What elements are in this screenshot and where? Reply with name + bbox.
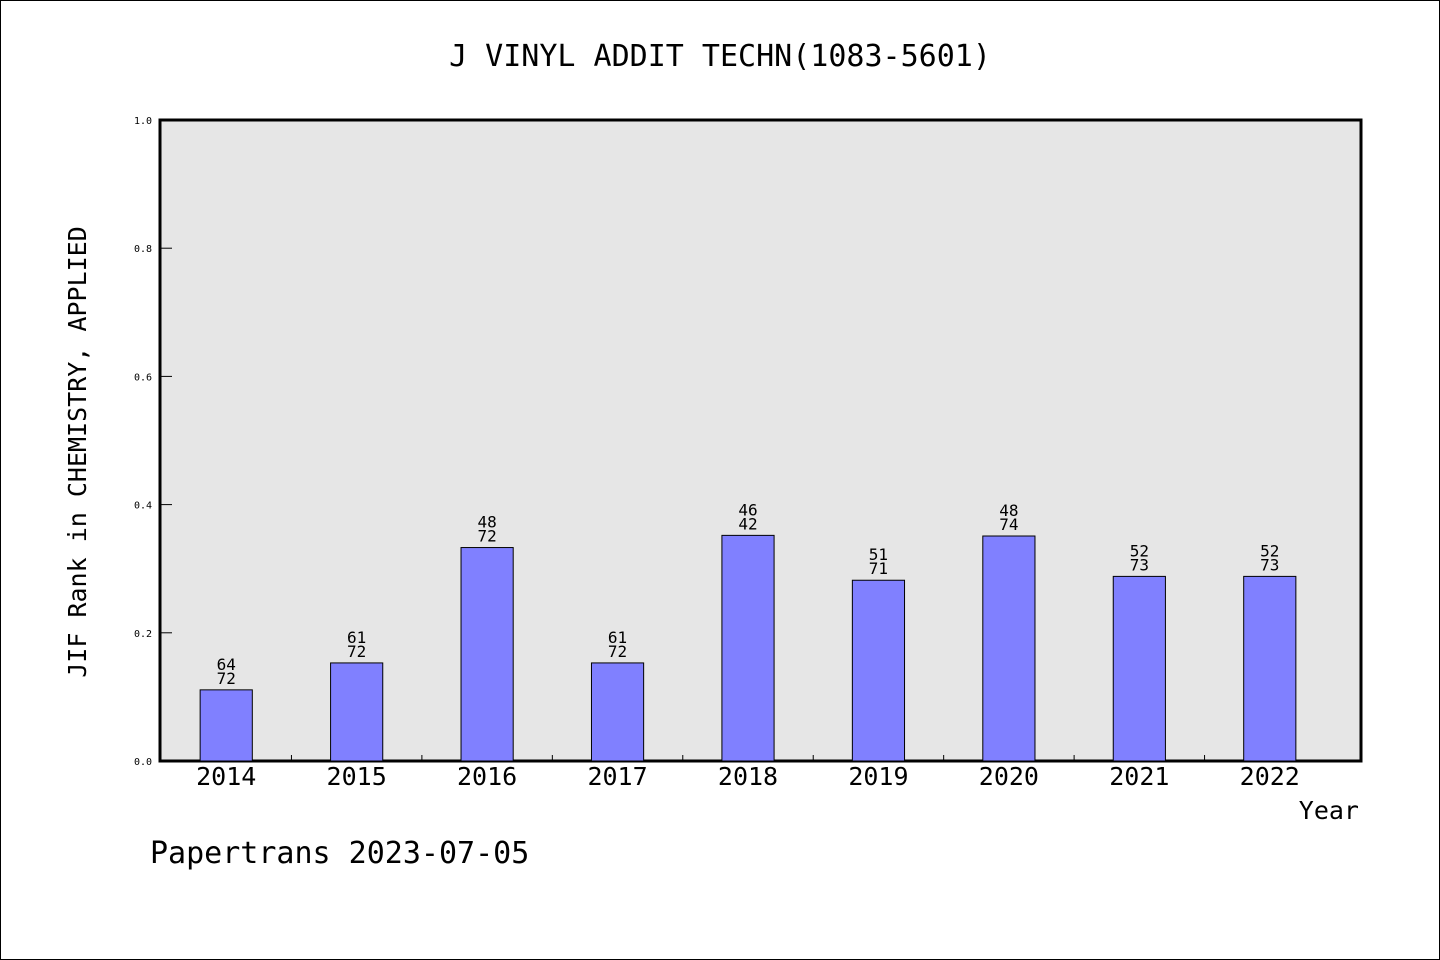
bar-total-label: 72 — [217, 669, 236, 688]
x-tick-label: 2017 — [587, 762, 647, 791]
bar-total-label: 74 — [999, 515, 1018, 534]
bar-total-label: 73 — [1260, 555, 1279, 574]
bar — [590, 662, 645, 762]
bar-rank-label: 48 — [999, 501, 1018, 520]
bar — [721, 534, 775, 762]
x-axis-label: Year — [1299, 796, 1359, 825]
bar-total-label: 72 — [477, 527, 496, 546]
bar-rank-label: 51 — [869, 545, 888, 564]
bar-rank-label: 48 — [477, 513, 496, 532]
y-tick-label: 0.6 — [134, 372, 152, 383]
y-tick-label: 0.0 — [134, 757, 152, 768]
y-tick-label: 0.8 — [134, 244, 152, 255]
bar-rank-label: 52 — [1130, 541, 1149, 560]
bar — [1112, 575, 1166, 762]
bars — [199, 534, 1297, 762]
x-tick-label: 2015 — [327, 762, 387, 791]
y-tick-label: 0.4 — [134, 501, 152, 512]
x-tick-label: 2020 — [979, 762, 1039, 791]
bar-total-label: 71 — [869, 559, 888, 578]
x-axis-ticks: 2014 2015 2016 2017 2018 2019 2020 2021 2022 — [196, 755, 1300, 791]
footer-credit: Papertrans 2023-07-05 — [150, 836, 529, 871]
bar-total-label: 42 — [738, 514, 757, 533]
x-tick-label: 2021 — [1109, 762, 1169, 791]
chart-title: J VINYL ADDIT TECHN(1083-5601) — [449, 39, 991, 74]
bar — [982, 535, 1036, 762]
bar-rank-label: 61 — [608, 628, 627, 647]
x-tick-label: 2019 — [848, 762, 908, 791]
y-axis-label: JIF Rank in CHEMISTRY, APPLIED — [63, 226, 92, 678]
bar-rank-label: 46 — [738, 500, 757, 519]
bar-rank-label: 64 — [217, 655, 236, 674]
bar-rank-label: 52 — [1260, 541, 1279, 560]
bar-total-label: 72 — [347, 642, 366, 661]
y-tick-label: 0.2 — [134, 629, 152, 640]
y-axis-ticks: 0.0 0.2 0.4 0.6 0.8 1.0 — [134, 116, 172, 768]
x-tick-label: 2018 — [718, 762, 778, 791]
x-tick-label: 2014 — [196, 762, 256, 791]
y-tick-label: 1.0 — [134, 116, 152, 127]
x-tick-label: 2022 — [1240, 762, 1300, 791]
bar-total-label: 72 — [608, 642, 627, 661]
bar-rank-label: 61 — [347, 628, 366, 647]
bar — [199, 689, 253, 762]
bar-total-label: 73 — [1130, 555, 1149, 574]
bar — [460, 547, 514, 762]
bar — [330, 662, 384, 762]
x-tick-label: 2016 — [457, 762, 517, 791]
bar — [1243, 575, 1297, 762]
bar — [851, 579, 906, 762]
